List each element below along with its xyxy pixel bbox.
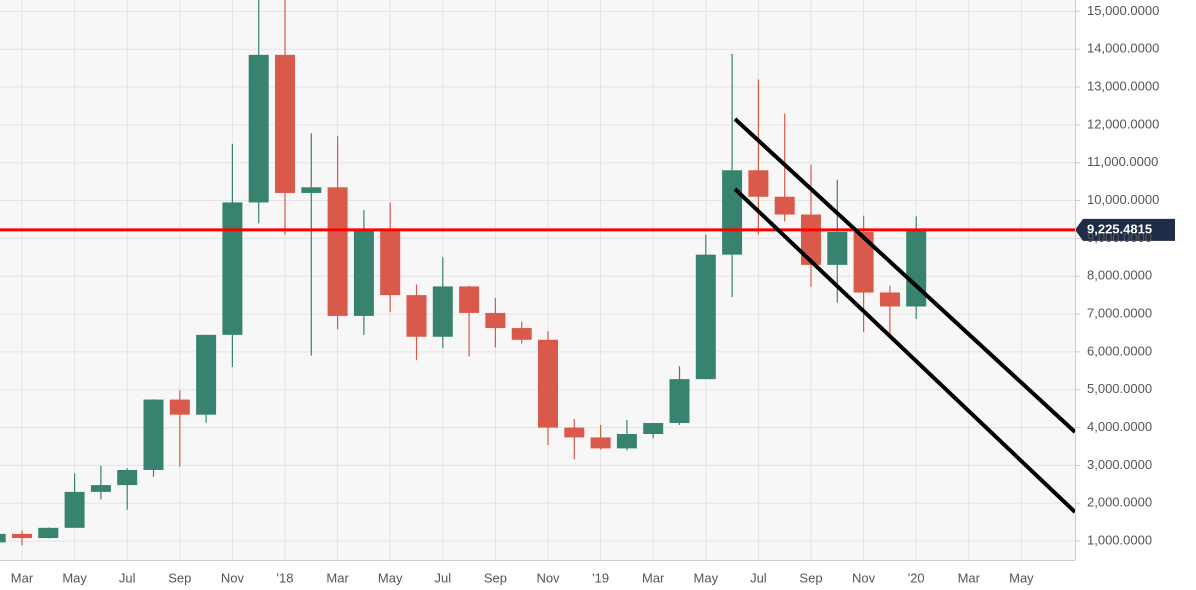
y-tick-label: 1,000.0000 [1087, 533, 1152, 548]
y-tick-label: 8,000.0000 [1087, 268, 1152, 283]
x-tick-label: Mar [11, 570, 34, 585]
candle-body [748, 170, 769, 197]
trend-line [733, 117, 1075, 434]
y-tick-label: 3,000.0000 [1087, 457, 1152, 472]
candle-body [90, 485, 111, 492]
candle-body [538, 339, 558, 428]
y-tick-label: 10,000.0000 [1087, 192, 1159, 207]
x-tick-label: Jul [750, 570, 767, 585]
candle-body [827, 231, 848, 265]
y-tick-label: 14,000.0000 [1087, 41, 1159, 56]
candle-body [906, 229, 927, 307]
x-tick-label: Nov [536, 570, 560, 585]
candle-body [616, 434, 637, 449]
candle-body [643, 423, 664, 434]
trend-line [733, 187, 1075, 514]
y-tick-label: 2,000.0000 [1087, 495, 1152, 510]
x-tick-label: Mar [642, 570, 665, 585]
candle-body [879, 292, 900, 307]
candle-body [222, 202, 243, 335]
y-tick-label: 11,000.0000 [1087, 154, 1158, 169]
candle-body [590, 437, 611, 449]
y-tick-label: 12,000.0000 [1087, 116, 1159, 131]
x-tick-label: Jul [119, 570, 136, 585]
candle-body [511, 328, 532, 340]
candle-body [12, 533, 32, 539]
x-tick-label: May [694, 570, 719, 585]
plot-area [0, 0, 1075, 560]
candle-body [248, 54, 269, 203]
x-tick-label: Mar [958, 570, 981, 585]
candle-body [64, 491, 85, 528]
candle-body [669, 379, 690, 424]
candle-body [143, 399, 164, 470]
candle-body [485, 312, 506, 329]
candle-body [722, 170, 743, 255]
candle-body [695, 254, 716, 380]
trend-lines [733, 117, 1075, 514]
candle-body [380, 228, 401, 296]
candle-body [353, 228, 374, 316]
candle-body [38, 527, 59, 539]
axes: 1,000.0000 2,000.0000 3,000.0000 4,000.0000… [11, 3, 1159, 586]
x-tick-label: Mar [326, 570, 349, 585]
candle-body [459, 286, 480, 313]
y-tick-label: 7,000.0000 [1087, 305, 1152, 320]
candle-body [169, 399, 190, 415]
x-tick-label: May [378, 570, 403, 585]
candle-body [406, 295, 427, 337]
candle-body [774, 196, 795, 215]
candle-body [564, 427, 585, 438]
y-tick-label: 15,000.0000 [1087, 3, 1159, 18]
candle-body [432, 286, 453, 337]
price-label: 9,225.4815 [1087, 221, 1152, 236]
x-tick-label: Sep [799, 570, 822, 585]
y-tick-label: 5,000.0000 [1087, 381, 1152, 396]
x-tick-label: May [62, 570, 87, 585]
x-tick-label: Nov [221, 570, 245, 585]
x-tick-label: '18 [277, 570, 294, 585]
x-tick-label: Sep [168, 570, 191, 585]
candle-body [301, 187, 322, 193]
x-tick-label: '20 [908, 570, 925, 585]
y-tick-label: 4,000.0000 [1087, 419, 1152, 434]
x-tick-label: Sep [484, 570, 507, 585]
x-tick-label: Jul [434, 570, 451, 585]
x-tick-label: '19 [592, 570, 609, 585]
candle-body [196, 334, 217, 415]
candle-body [0, 533, 6, 543]
y-tick-label: 13,000.0000 [1087, 78, 1159, 93]
x-tick-label: May [1009, 570, 1034, 585]
candle-body [117, 469, 138, 486]
reference: 9,225.4815 [0, 218, 1175, 241]
candles [0, 0, 927, 546]
price-badge [1075, 218, 1175, 241]
candle-body [275, 54, 295, 193]
x-tick-label: Nov [852, 570, 876, 585]
y-tick-label: 6,000.0000 [1087, 343, 1152, 358]
candle-body [801, 214, 821, 265]
candle-body [327, 187, 348, 316]
y-tick-label: 9,000.0000 [1087, 230, 1152, 245]
candle-body [853, 231, 874, 293]
